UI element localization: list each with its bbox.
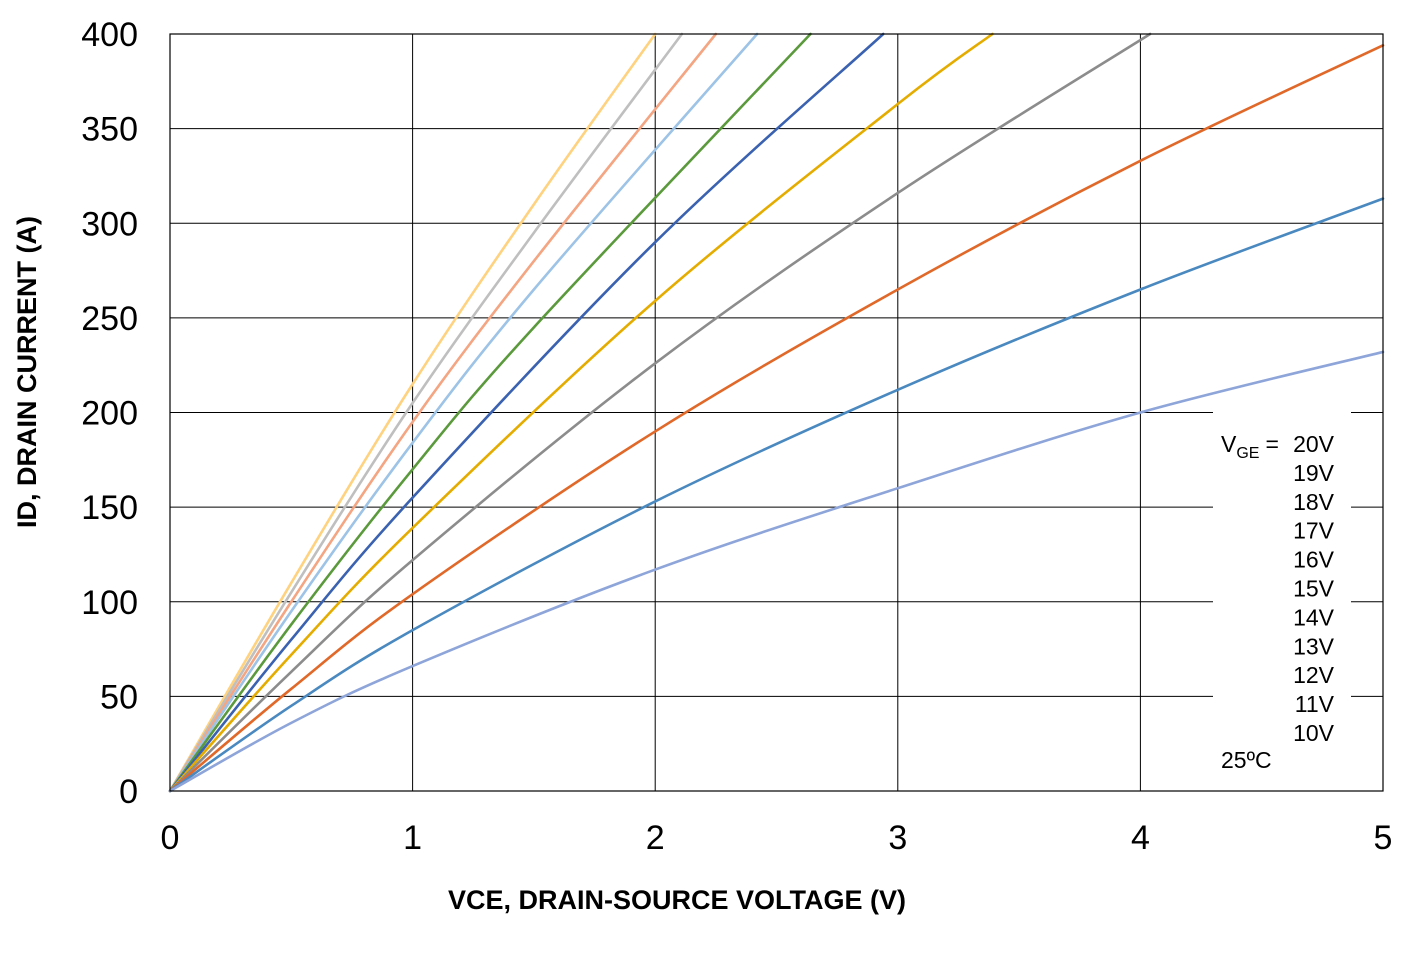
x-tick-label: 1 <box>403 819 422 857</box>
y-tick-label: 200 <box>81 395 138 433</box>
series-line-10V <box>168 350 1385 793</box>
legend-entry-16V: 16V <box>1293 547 1335 573</box>
series-line-15V <box>168 32 885 793</box>
series-line-20V <box>168 32 657 793</box>
x-tick-label: 3 <box>888 819 907 857</box>
y-tick-label: 350 <box>81 111 138 149</box>
series-line-18V <box>168 32 718 793</box>
y-tick-label: 300 <box>81 205 138 243</box>
series-line-12V <box>168 44 1385 793</box>
y-tick-label: 0 <box>119 773 138 811</box>
legend-entry-13V: 13V <box>1293 633 1335 659</box>
y-tick-labels: 0 50 100 150 200 250 300 350 400 <box>81 16 138 811</box>
x-tick-labels: 0 1 2 3 4 5 <box>161 819 1393 857</box>
legend-entry-14V: 14V <box>1293 604 1335 630</box>
series-line-19V <box>168 32 684 793</box>
series-line-13V <box>168 32 1152 793</box>
x-tick-label: 2 <box>646 819 665 857</box>
legend-entry-12V: 12V <box>1293 662 1335 688</box>
legend-entry-17V: 17V <box>1293 518 1335 544</box>
legend-entry-18V: 18V <box>1293 489 1335 515</box>
x-axis-label: VCE, DRAIN-SOURCE VOLTAGE (V) <box>448 885 906 915</box>
x-tick-label: 4 <box>1131 819 1150 857</box>
x-tick-label: 5 <box>1374 819 1393 857</box>
x-tick-label: 0 <box>161 819 180 857</box>
y-tick-label: 50 <box>100 678 138 716</box>
legend-title: VGE = <box>1221 431 1279 462</box>
series-line-14V <box>168 32 994 793</box>
series-line-17V <box>168 32 759 793</box>
y-tick-label: 150 <box>81 489 138 527</box>
y-axis-label: ID, DRAIN CURRENT (A) <box>12 216 42 528</box>
y-tick-label: 400 <box>81 16 138 54</box>
plot-border <box>169 33 1384 792</box>
grid <box>169 33 1384 792</box>
legend-entry-11V: 11V <box>1295 691 1335 717</box>
y-tick-label: 100 <box>81 584 138 622</box>
series-line-11V <box>168 197 1385 793</box>
legend-entry-20V: 20V <box>1293 431 1335 457</box>
legend-entry-15V: 15V <box>1293 576 1335 602</box>
plot-frame <box>169 33 1384 792</box>
series-lines <box>168 32 1385 793</box>
legend-entry-19V: 19V <box>1293 460 1335 486</box>
legend-temperature: 25ºC <box>1221 747 1272 773</box>
legend-box <box>1213 411 1351 789</box>
series-line-16V <box>168 32 812 793</box>
y-tick-label: 250 <box>81 300 138 338</box>
legend-entry-10V: 10V <box>1293 720 1335 746</box>
